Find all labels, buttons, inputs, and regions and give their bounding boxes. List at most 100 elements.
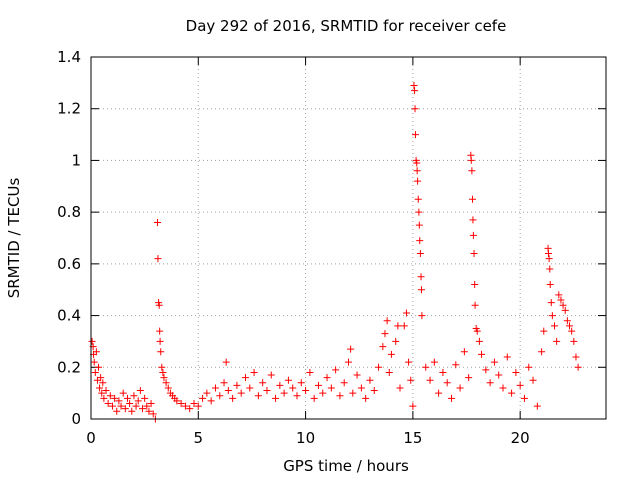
data-point: [199, 394, 207, 402]
data-point: [430, 358, 438, 366]
data-point: [411, 87, 419, 95]
data-point: [224, 387, 232, 395]
data-point: [136, 387, 144, 395]
data-point: [561, 306, 569, 314]
data-point: [149, 410, 157, 418]
data-point: [547, 299, 555, 307]
data-point: [400, 322, 408, 330]
data-point: [220, 379, 228, 387]
data-point: [186, 405, 194, 413]
data-point: [559, 301, 567, 309]
data-point: [557, 296, 565, 304]
chart-title: Day 292 of 2016, SRMTID for receiver cef…: [186, 17, 507, 35]
data-point: [409, 402, 417, 410]
data-point: [473, 327, 481, 335]
data-point: [469, 231, 477, 239]
data-point: [102, 387, 110, 395]
y-axis-label: SRMTID / TECUs: [5, 178, 23, 299]
data-point: [546, 281, 554, 289]
data-point: [508, 389, 516, 397]
data-point: [211, 384, 219, 392]
data-point: [538, 348, 546, 356]
data-point: [475, 337, 483, 345]
data-point: [529, 376, 537, 384]
data-point: [158, 363, 166, 371]
data-point: [340, 379, 348, 387]
data-point: [159, 368, 167, 376]
data-point: [128, 407, 136, 415]
data-point: [284, 376, 292, 384]
data-point: [471, 281, 479, 289]
data-point: [370, 387, 378, 395]
data-point: [155, 301, 163, 309]
data-point: [545, 255, 553, 263]
data-point: [117, 402, 125, 410]
data-point: [417, 273, 425, 281]
data-point: [470, 250, 478, 258]
data-point: [203, 389, 211, 397]
data-point: [160, 374, 168, 382]
data-point: [563, 317, 571, 325]
data-point: [90, 358, 98, 366]
data-point: [353, 371, 361, 379]
data-point: [383, 317, 391, 325]
data-point: [465, 374, 473, 382]
data-point: [418, 312, 426, 320]
data-point: [385, 368, 393, 376]
data-point: [267, 371, 275, 379]
data-point: [349, 389, 357, 397]
x-tick-label: 20: [511, 429, 530, 447]
data-point: [495, 371, 503, 379]
data-point: [413, 159, 421, 167]
data-point: [460, 348, 468, 356]
data-point: [394, 322, 402, 330]
data-point: [375, 363, 383, 371]
x-tick-label: 10: [296, 429, 315, 447]
data-point: [280, 389, 288, 397]
data-point: [289, 384, 297, 392]
data-point: [387, 350, 395, 358]
x-axis-label: GPS time / hours: [283, 457, 409, 475]
data-point: [416, 237, 424, 245]
data-point: [469, 195, 477, 203]
data-point: [254, 392, 262, 400]
data-point: [194, 402, 202, 410]
data-point: [414, 195, 422, 203]
data-point: [407, 376, 415, 384]
data-point: [357, 384, 365, 392]
data-point: [164, 384, 172, 392]
data-point: [574, 363, 582, 371]
data-point: [119, 389, 127, 397]
data-point: [306, 368, 314, 376]
data-point: [533, 402, 541, 410]
y-tick-label: 0.2: [57, 358, 81, 376]
data-point: [314, 381, 322, 389]
data-point: [143, 402, 151, 410]
data-point: [98, 389, 106, 397]
data-point: [319, 389, 327, 397]
data-point: [555, 291, 563, 299]
data-point: [347, 345, 355, 353]
data-point: [259, 379, 267, 387]
data-point: [405, 358, 413, 366]
data-point: [486, 379, 494, 387]
x-tick-label: 5: [194, 429, 204, 447]
data-point: [106, 392, 114, 400]
data-point: [222, 358, 230, 366]
data-point: [540, 327, 548, 335]
data-point: [467, 156, 475, 164]
data-point: [147, 399, 155, 407]
data-point: [414, 177, 422, 185]
data-point: [297, 379, 305, 387]
data-point: [156, 337, 164, 345]
data-point: [134, 397, 142, 405]
data-point: [157, 348, 165, 356]
data-point: [156, 327, 164, 335]
x-tick-label: 15: [403, 429, 422, 447]
data-point: [97, 374, 105, 382]
data-points: [88, 81, 582, 423]
tick-group: 0 0.2 0.4 0.6 0.8 1 1.2 1.4 0 5 10 15 20: [57, 48, 606, 447]
data-point: [336, 392, 344, 400]
data-point: [525, 363, 533, 371]
